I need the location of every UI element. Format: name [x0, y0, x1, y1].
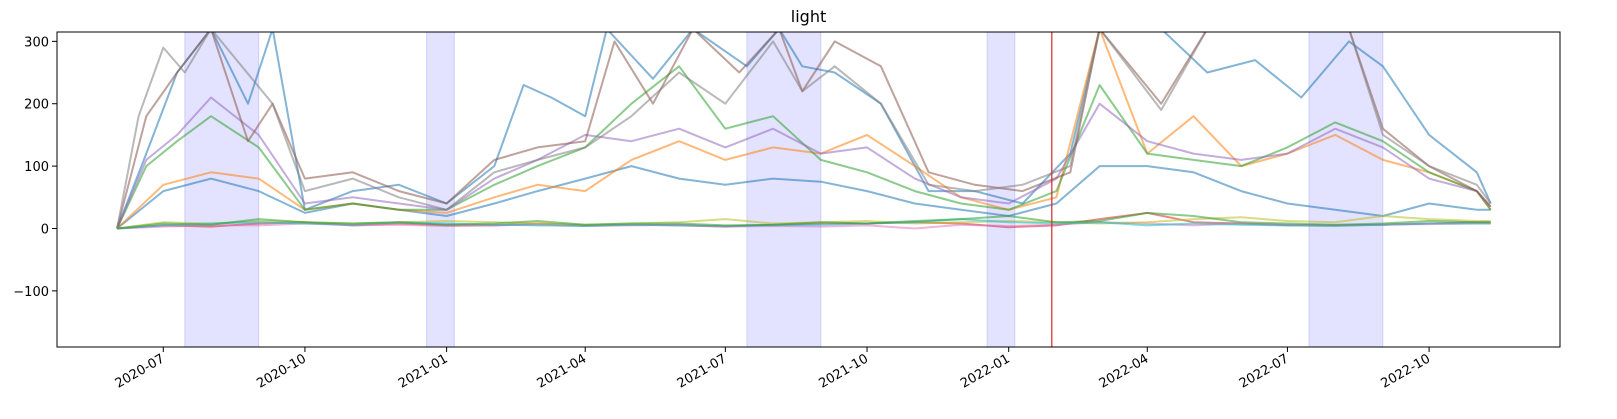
- x-tick-label-8: 2022-04: [1097, 351, 1152, 391]
- shaded-period-5: [1308, 31, 1384, 348]
- series-line-11: [117, 218, 1491, 230]
- series-lines: [116, 32, 1492, 230]
- y-tick-label-4: 200: [24, 98, 49, 113]
- x-tick-label-1: 2020-07: [113, 351, 168, 391]
- series-line-9: [116, 32, 1492, 229]
- x-tick-label-4: 2021-04: [535, 351, 590, 391]
- chart-title: light: [791, 7, 826, 26]
- series-line-12: [116, 211, 1491, 230]
- series-line-7: [116, 32, 1492, 229]
- y-tick-label-3: 100: [24, 160, 49, 175]
- plot-frame: [56, 31, 1561, 348]
- shaded-period-1: [184, 31, 260, 348]
- x-tick-label-3: 2021-01: [396, 351, 451, 391]
- y-tick-label-1: −100: [13, 285, 49, 300]
- x-axis: 2020-07 2020-10 2021-01 2021-04 2021-07 2021-…: [113, 347, 1433, 392]
- series-line-4: [116, 65, 1492, 229]
- shaded-period-2: [426, 31, 455, 348]
- x-tick-label-5: 2021-07: [675, 351, 730, 391]
- x-tick-label-7: 2022-01: [958, 351, 1013, 391]
- y-tick-label-2: 0: [41, 222, 49, 237]
- x-tick-label-9: 2022-07: [1237, 351, 1292, 391]
- x-tick-label-2: 2020-10: [254, 351, 309, 391]
- x-tick-label-6: 2021-10: [816, 351, 871, 391]
- y-axis: −100 0 100 200 300: [13, 35, 57, 300]
- series-line-6: [116, 96, 1492, 229]
- y-tick-label-5: 300: [24, 35, 49, 50]
- x-tick-label-10: 2022-10: [1379, 351, 1434, 391]
